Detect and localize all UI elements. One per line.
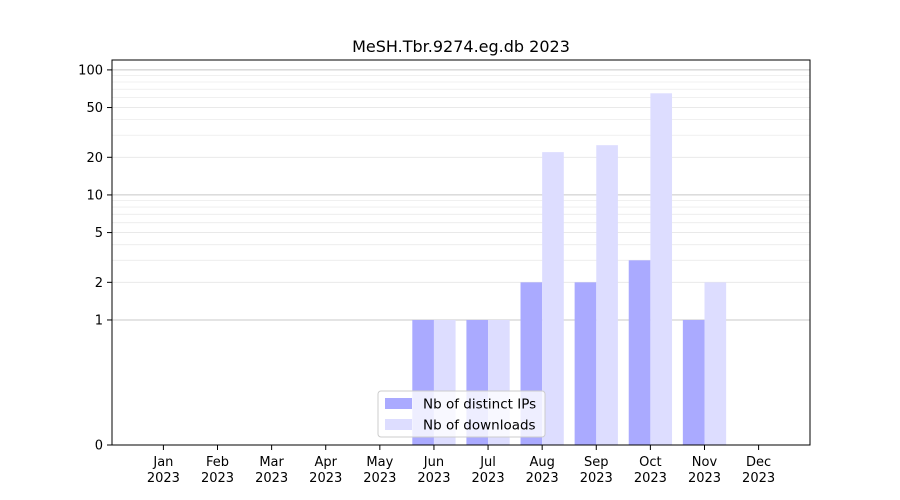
bar-distinct-ips-sep <box>574 282 597 445</box>
y-tick-label: 1 <box>95 313 103 328</box>
bar-distinct-ips-oct <box>628 260 651 445</box>
y-tick-label: 5 <box>95 226 103 241</box>
x-tick-label-month: Sep <box>584 455 609 470</box>
x-axis: Jan2023Feb2023Mar2023Apr2023May2023Jun20… <box>147 445 775 486</box>
bar-downloads-aug <box>542 152 564 445</box>
y-tick-label: 2 <box>95 276 103 291</box>
chart-title: MeSH.Tbr.9274.eg.db 2023 <box>352 37 570 56</box>
legend-label: Nb of downloads <box>423 418 536 434</box>
x-tick-label-month: Nov <box>692 455 718 470</box>
x-tick-label-year: 2023 <box>688 471 721 486</box>
x-tick-label-month: Dec <box>746 455 771 470</box>
y-tick-label: 20 <box>86 151 103 166</box>
x-tick-label-month: Apr <box>314 455 337 470</box>
x-tick-label-year: 2023 <box>255 471 288 486</box>
x-tick-label-month: Feb <box>206 455 229 470</box>
x-tick-label-year: 2023 <box>472 471 505 486</box>
x-tick-label-year: 2023 <box>742 471 775 486</box>
x-tick-label-year: 2023 <box>201 471 234 486</box>
legend-label: Nb of distinct IPs <box>423 397 536 413</box>
legend-swatch <box>385 398 412 409</box>
grid-lines <box>112 69 810 321</box>
y-tick-label: 50 <box>86 101 103 116</box>
y-tick-label: 100 <box>78 63 103 78</box>
x-tick-label-year: 2023 <box>580 471 613 486</box>
plot-frame <box>111 59 811 446</box>
y-tick-label: 0 <box>95 439 103 454</box>
legend-box <box>377 390 546 438</box>
x-tick-label-month: Aug <box>529 455 554 470</box>
legend-swatch <box>385 419 412 430</box>
x-tick-label-month: Jan <box>152 455 173 470</box>
bar-downloads-nov <box>704 282 727 445</box>
bar-downloads-oct <box>650 93 673 446</box>
y-axis: 0 1 2 5 10 20 50 100 <box>78 63 112 454</box>
x-tick-label-year: 2023 <box>417 471 450 486</box>
legend: Nb of distinct IPs Nb of downloads <box>377 390 546 438</box>
x-tick-label-year: 2023 <box>634 471 667 486</box>
x-tick-label-month: Jul <box>479 455 496 470</box>
x-tick-label-month: Mar <box>259 455 284 470</box>
bar-distinct-ips-nov <box>682 319 705 445</box>
x-tick-label-year: 2023 <box>147 471 180 486</box>
x-tick-label-year: 2023 <box>526 471 559 486</box>
y-tick-label: 10 <box>86 188 103 203</box>
bar-downloads-sep <box>596 145 618 445</box>
x-tick-label-year: 2023 <box>363 471 396 486</box>
x-tick-label-month: Oct <box>639 455 661 470</box>
x-tick-label-month: May <box>366 455 393 470</box>
x-tick-label-year: 2023 <box>309 471 342 486</box>
x-tick-label-month: Jun <box>423 455 444 470</box>
